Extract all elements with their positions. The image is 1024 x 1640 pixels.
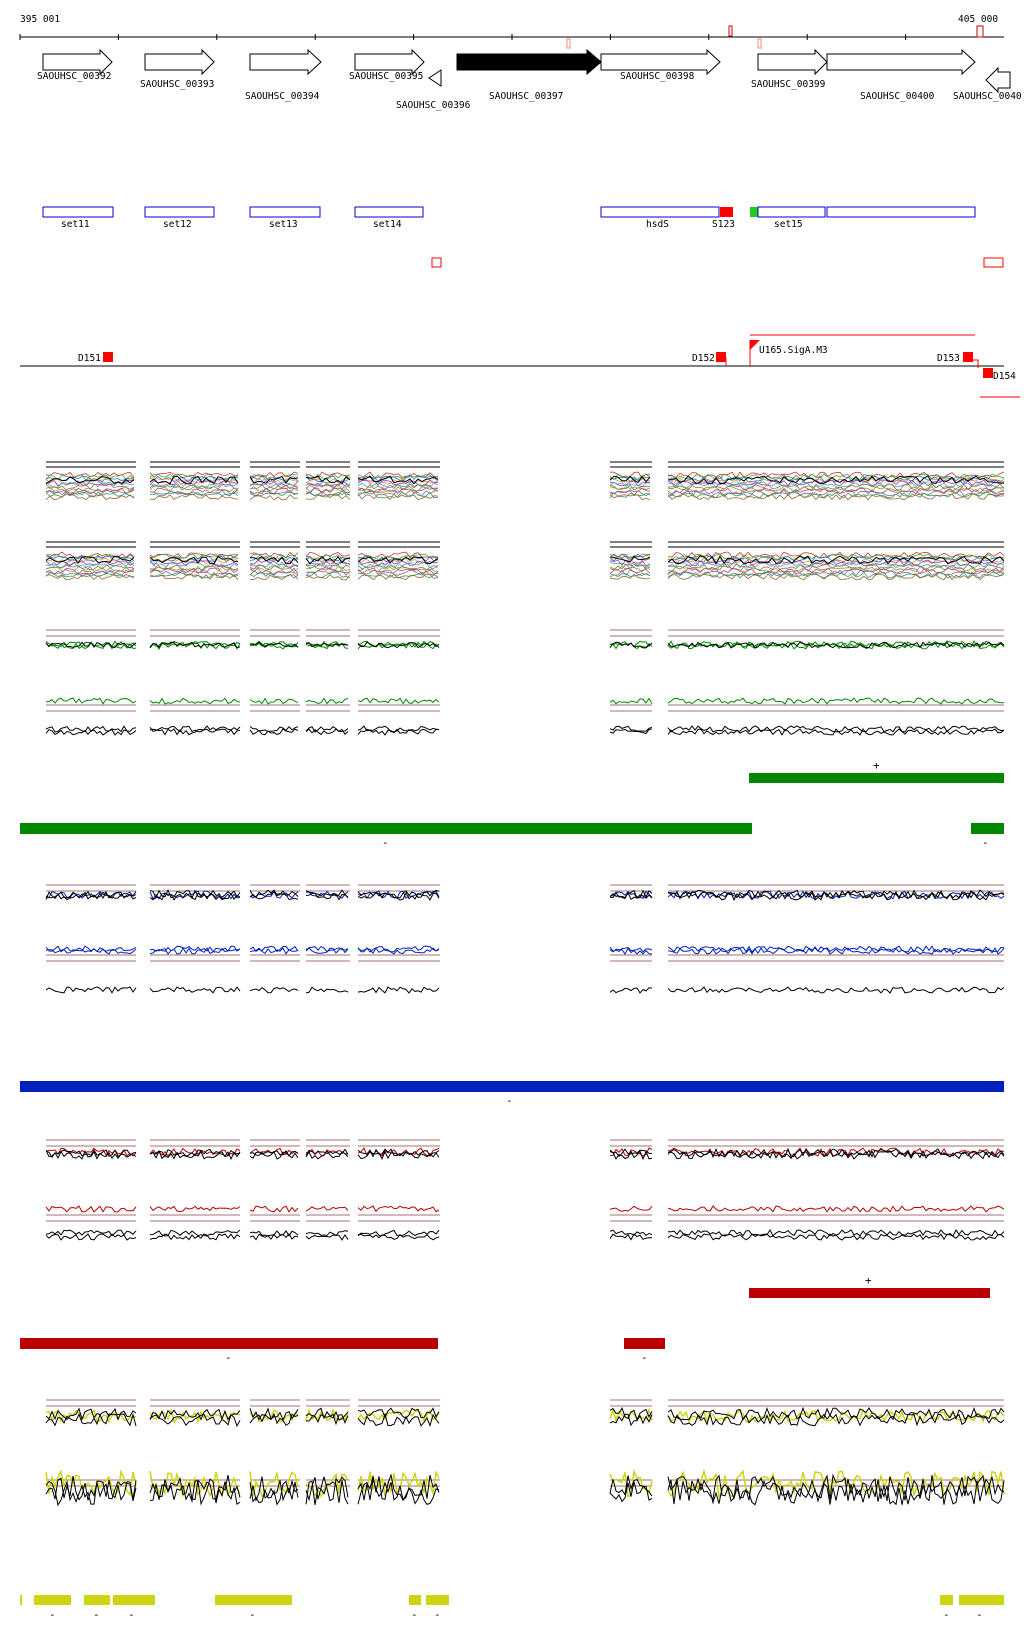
gene-label-00400: SAOUHSC_00400 bbox=[860, 91, 935, 102]
segment-yellow-minus-sign: - bbox=[943, 1608, 950, 1621]
segment-yellow-minus-sign: - bbox=[93, 1608, 100, 1621]
ruler-end-coord: 405 000 bbox=[958, 14, 998, 25]
segment-red-plus-sign: + bbox=[865, 1274, 872, 1287]
expression-tracks bbox=[45, 461, 1005, 1507]
ruler-ticks bbox=[19, 34, 907, 40]
gene-arrow-00400[interactable] bbox=[826, 48, 976, 76]
segment-green-minus[interactable] bbox=[971, 823, 1004, 834]
reg-D151[interactable] bbox=[103, 352, 113, 362]
reg-D153[interactable] bbox=[963, 352, 973, 362]
gene-arrow-00398[interactable] bbox=[600, 48, 721, 76]
segment-green-minus-sign: - bbox=[382, 836, 389, 849]
gene-label-00398: SAOUHSC_00398 bbox=[620, 71, 695, 82]
segment-yellow-minus[interactable] bbox=[959, 1595, 1004, 1605]
gene-arrow-00392[interactable] bbox=[42, 48, 113, 76]
feature-track: set11 set12 set13 set14 hsdS S123 set15 bbox=[42, 206, 1004, 268]
feature-label-set12: set12 bbox=[163, 219, 192, 230]
segment-red-minus-sign: - bbox=[641, 1351, 648, 1364]
reg-label-U165: U165.SigA.M3 bbox=[759, 345, 828, 356]
segment-yellow-minus-sign: - bbox=[249, 1608, 256, 1621]
segment-yellow-minus-sign: - bbox=[976, 1608, 983, 1621]
ruler-marker bbox=[566, 38, 571, 49]
segment-red-plus[interactable] bbox=[749, 1288, 990, 1298]
segment-yellow-minus-sign: - bbox=[128, 1608, 135, 1621]
gene-arrow-0040x[interactable] bbox=[985, 66, 1011, 94]
feature-red-box[interactable] bbox=[431, 257, 442, 268]
reg-label-D154: D154 bbox=[993, 371, 1016, 382]
gene-arrow-00396[interactable] bbox=[428, 69, 442, 87]
gene-label-00392: SAOUHSC_00392 bbox=[37, 71, 111, 82]
coordinate-ruler: 395 001 405 000 bbox=[19, 14, 1004, 49]
segment-yellow-minus-sign: - bbox=[49, 1608, 56, 1621]
reg-label-D151: D151 bbox=[78, 353, 101, 364]
segment-yellow-minus[interactable] bbox=[84, 1595, 110, 1605]
gene-arrow-00393[interactable] bbox=[144, 48, 215, 76]
segment-red-minus[interactable] bbox=[624, 1338, 665, 1349]
feature-hsdS[interactable] bbox=[600, 206, 720, 218]
ruler-marker bbox=[757, 38, 762, 49]
feature-set11[interactable] bbox=[42, 206, 114, 218]
segment-red-minus-sign: - bbox=[225, 1351, 232, 1364]
segment-green-plus[interactable] bbox=[749, 773, 1004, 783]
segment-yellow-minus[interactable] bbox=[426, 1595, 449, 1605]
segment-yellow-minus[interactable] bbox=[34, 1595, 71, 1605]
gene-label-00393: SAOUHSC_00393 bbox=[140, 79, 214, 90]
segment-green-minus-sign: - bbox=[982, 836, 989, 849]
segment-yellow-minus[interactable] bbox=[113, 1595, 155, 1605]
feature-unnamed[interactable] bbox=[826, 206, 976, 218]
gene-label-00396: SAOUHSC_00396 bbox=[396, 100, 471, 111]
reg-label-D152: D152 bbox=[692, 353, 715, 364]
gene-label-00395: SAOUHSC_00395 bbox=[349, 71, 423, 82]
reg-U165-promoter-flag[interactable] bbox=[750, 340, 760, 350]
reg-label-D153: D153 bbox=[937, 353, 960, 364]
gene-arrow-00399[interactable] bbox=[757, 48, 828, 76]
segmentation-bars: + - - - + - - - - - - - - - - bbox=[20, 759, 1004, 1621]
segment-yellow-minus-sign: - bbox=[434, 1608, 441, 1621]
segment-green-minus[interactable] bbox=[20, 823, 752, 834]
ruler-marker bbox=[976, 25, 984, 38]
ruler-start-coord: 395 001 bbox=[20, 14, 60, 25]
feature-set12[interactable] bbox=[144, 206, 215, 218]
ruler-marker bbox=[728, 25, 733, 37]
feature-red-box[interactable] bbox=[983, 257, 1004, 268]
gene-track: SAOUHSC_00392 SAOUHSC_00393 SAOUHSC_0039… bbox=[37, 48, 1022, 111]
segment-blue-minus[interactable] bbox=[20, 1081, 1004, 1092]
feature-label-set15: set15 bbox=[774, 219, 803, 230]
regulatory-track: D151 D152 U165.SigA.M3 D153 D154 bbox=[20, 334, 1020, 398]
gene-arrow-00395[interactable] bbox=[354, 48, 425, 76]
feature-green-marker[interactable] bbox=[750, 207, 758, 217]
feature-label-set14: set14 bbox=[373, 219, 402, 230]
feature-set14[interactable] bbox=[354, 206, 424, 218]
segment-yellow-minus[interactable] bbox=[409, 1595, 421, 1605]
segment-green-plus-sign: + bbox=[873, 759, 880, 772]
gene-label-00399: SAOUHSC_00399 bbox=[751, 79, 826, 90]
reg-D152[interactable] bbox=[716, 352, 726, 362]
gene-arrow-00394[interactable] bbox=[249, 48, 322, 76]
feature-set15[interactable] bbox=[757, 206, 826, 218]
segment-blue-minus-sign: - bbox=[506, 1094, 513, 1107]
segment-yellow-minus[interactable] bbox=[215, 1595, 292, 1605]
reg-D154[interactable] bbox=[983, 368, 993, 378]
gene-label-00397: SAOUHSC_00397 bbox=[489, 91, 563, 102]
gene-arrow-00397[interactable] bbox=[456, 48, 602, 76]
feature-S123[interactable] bbox=[720, 207, 733, 217]
feature-set13[interactable] bbox=[249, 206, 321, 218]
feature-label-set11: set11 bbox=[61, 219, 90, 230]
gene-label-00394: SAOUHSC_00394 bbox=[245, 91, 320, 102]
segment-red-minus[interactable] bbox=[20, 1338, 438, 1349]
feature-label-set13: set13 bbox=[269, 219, 298, 230]
segment-yellow-minus[interactable] bbox=[940, 1595, 953, 1605]
gene-label-0040x: SAOUHSC_0040 bbox=[953, 91, 1022, 102]
segment-yellow-minus-sign: - bbox=[411, 1608, 418, 1621]
feature-label-S123: S123 bbox=[712, 219, 735, 230]
feature-label-hsdS: hsdS bbox=[646, 219, 669, 230]
